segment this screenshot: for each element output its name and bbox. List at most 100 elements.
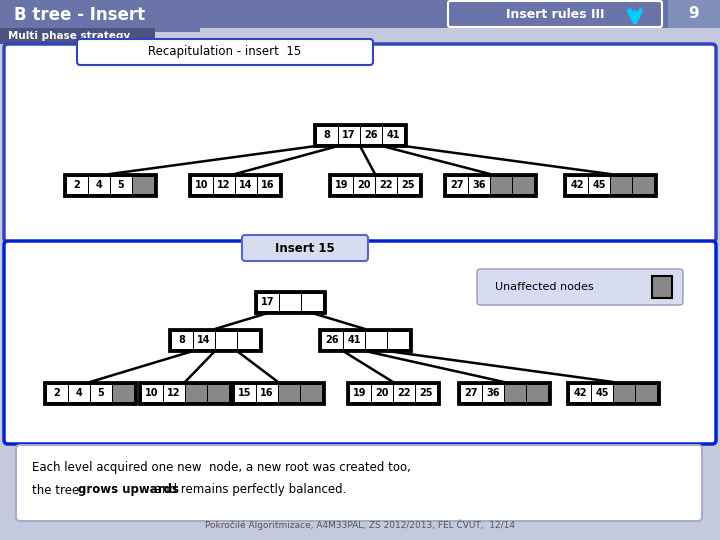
Bar xyxy=(319,329,411,351)
Bar xyxy=(255,291,325,313)
Bar xyxy=(382,126,403,144)
Bar xyxy=(397,177,418,193)
Bar xyxy=(372,384,392,402)
Text: 26: 26 xyxy=(325,335,338,345)
Bar xyxy=(314,124,406,146)
FancyBboxPatch shape xyxy=(16,445,702,521)
Bar xyxy=(361,126,382,144)
Text: the tree: the tree xyxy=(32,483,83,496)
Text: Each level acquired one new  node, a new root was created too,: Each level acquired one new node, a new … xyxy=(32,462,411,475)
Bar xyxy=(505,384,526,402)
Text: 42: 42 xyxy=(573,388,587,398)
Text: 14: 14 xyxy=(239,180,253,190)
Text: 41: 41 xyxy=(386,130,400,140)
Bar xyxy=(349,384,371,402)
Bar xyxy=(444,174,536,196)
FancyBboxPatch shape xyxy=(477,269,683,305)
Bar xyxy=(387,332,408,348)
Text: 5: 5 xyxy=(98,388,104,398)
Bar xyxy=(613,384,634,402)
Bar xyxy=(186,384,207,402)
Bar xyxy=(592,384,613,402)
Bar xyxy=(64,174,156,196)
Bar xyxy=(415,384,436,402)
Text: Recapitulation - insert  15: Recapitulation - insert 15 xyxy=(148,45,302,58)
Bar xyxy=(668,0,720,28)
Text: Multi phase strategy: Multi phase strategy xyxy=(8,31,130,41)
Text: B tree - Insert: B tree - Insert xyxy=(14,6,145,24)
Bar xyxy=(300,384,322,402)
Text: 8: 8 xyxy=(323,130,330,140)
Text: Pokročilé Algoritmizace, A4M33PAL, ZS 2012/2013, FEL ČVUT,  12/14: Pokročilé Algoritmizace, A4M33PAL, ZS 20… xyxy=(205,519,515,530)
Text: Insert rules III: Insert rules III xyxy=(505,8,604,21)
Text: Insert 15: Insert 15 xyxy=(275,241,335,254)
Text: 27: 27 xyxy=(464,388,478,398)
Text: 15: 15 xyxy=(238,388,252,398)
Bar xyxy=(302,294,323,310)
Bar xyxy=(0,28,155,44)
Text: 41: 41 xyxy=(347,335,361,345)
FancyBboxPatch shape xyxy=(77,39,373,65)
Bar xyxy=(238,332,258,348)
Text: 9: 9 xyxy=(689,6,699,22)
Text: 45: 45 xyxy=(593,180,606,190)
Bar xyxy=(322,332,343,348)
Text: 10: 10 xyxy=(195,180,209,190)
Bar xyxy=(376,177,397,193)
Text: 45: 45 xyxy=(595,388,608,398)
Text: 4: 4 xyxy=(96,180,102,190)
Text: 25: 25 xyxy=(419,388,433,398)
Bar xyxy=(189,174,281,196)
Text: Unaffected nodes: Unaffected nodes xyxy=(495,282,593,292)
Text: 19: 19 xyxy=(354,388,366,398)
Text: 26: 26 xyxy=(364,130,378,140)
Text: 27: 27 xyxy=(450,180,464,190)
Bar xyxy=(564,174,656,196)
Text: 2: 2 xyxy=(73,180,81,190)
Bar xyxy=(194,332,215,348)
Text: 14: 14 xyxy=(197,335,211,345)
Text: grows upwards: grows upwards xyxy=(78,483,179,496)
Text: 8: 8 xyxy=(179,335,186,345)
Bar xyxy=(142,384,163,402)
Text: 36: 36 xyxy=(472,180,486,190)
Bar xyxy=(570,384,590,402)
Text: 4: 4 xyxy=(76,388,82,398)
Bar xyxy=(482,384,503,402)
Text: 25: 25 xyxy=(401,180,415,190)
Text: 16: 16 xyxy=(261,180,275,190)
Bar xyxy=(0,0,720,28)
Text: 5: 5 xyxy=(117,180,125,190)
Bar xyxy=(343,332,364,348)
FancyBboxPatch shape xyxy=(4,44,716,242)
Bar xyxy=(112,384,133,402)
Bar xyxy=(588,177,610,193)
Bar xyxy=(354,177,374,193)
Bar xyxy=(347,382,439,404)
Text: 16: 16 xyxy=(260,388,274,398)
Text: 22: 22 xyxy=(397,388,410,398)
Text: 42: 42 xyxy=(570,180,584,190)
Bar xyxy=(235,177,256,193)
Bar xyxy=(235,384,256,402)
Bar xyxy=(338,126,359,144)
Bar xyxy=(513,177,534,193)
Bar xyxy=(258,177,279,193)
Bar xyxy=(91,384,112,402)
Bar xyxy=(171,332,192,348)
Bar xyxy=(256,384,277,402)
Text: and remains perfectly balanced.: and remains perfectly balanced. xyxy=(150,483,346,496)
Bar xyxy=(329,174,421,196)
Bar xyxy=(258,294,279,310)
Bar xyxy=(232,382,324,404)
Text: 17: 17 xyxy=(342,130,356,140)
Bar xyxy=(611,177,631,193)
Bar xyxy=(394,384,415,402)
Text: 12: 12 xyxy=(217,180,230,190)
Bar xyxy=(632,177,654,193)
Bar xyxy=(47,384,68,402)
Bar xyxy=(110,177,132,193)
Bar xyxy=(215,332,236,348)
Bar xyxy=(458,382,550,404)
Text: 10: 10 xyxy=(145,388,158,398)
